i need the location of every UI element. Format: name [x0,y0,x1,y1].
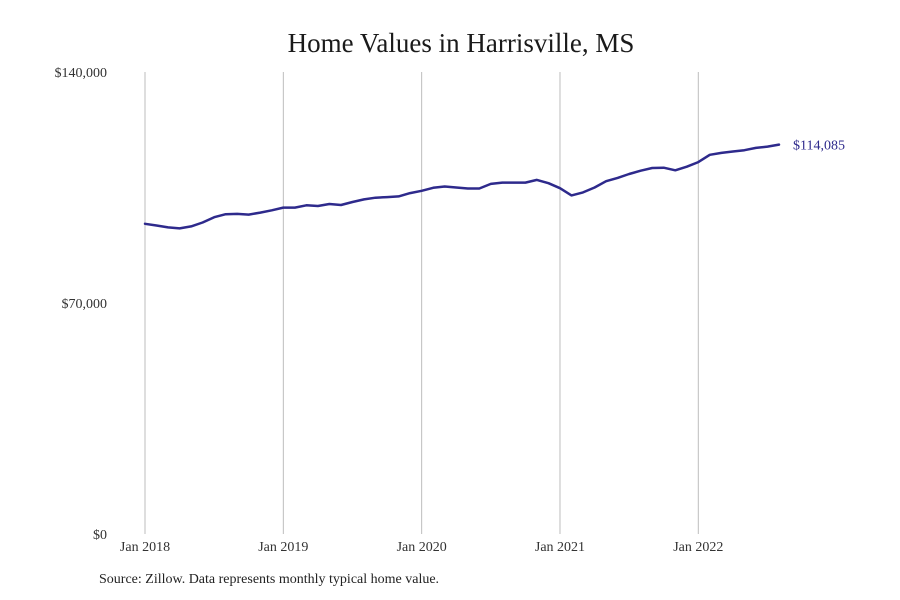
data-point [570,194,573,197]
source-note: Source: Zillow. Data represents monthly … [99,572,440,587]
chart-title: Home Values in Harrisville, MS [288,28,635,58]
data-point [167,226,169,229]
data-point [178,227,181,230]
data-point [478,187,480,190]
data-point [490,183,492,185]
data-point [755,147,757,149]
data-point [674,169,676,171]
series-line [143,143,781,230]
x-axis-ticks: Jan 2018 Jan 2019 Jan 2020 Jan 2021 Jan 2022 [120,540,723,555]
data-point [259,211,261,214]
data-point [524,181,527,184]
y-tick-label: $0 [93,528,107,543]
data-point [340,204,342,206]
data-point [305,204,307,206]
data-point [743,149,746,151]
data-point [271,209,273,211]
data-point [766,145,769,148]
x-tick-label: Jan 2019 [258,540,308,555]
x-tick-label: Jan 2021 [535,540,585,555]
data-point [536,179,538,181]
data-point [386,196,388,198]
data-point [351,201,354,203]
data-point [605,180,607,182]
data-point [432,187,434,189]
data-point [628,173,630,175]
data-point [236,213,238,215]
x-tick-label: Jan 2020 [397,540,447,555]
data-point [444,185,446,188]
series-group: $114,085 [143,139,845,230]
gridlines [144,72,699,534]
data-point [467,187,469,190]
data-point [582,191,584,194]
data-point [513,181,515,184]
data-point [190,225,192,228]
data-point [317,205,319,207]
last-value-label: $114,085 [793,139,845,154]
data-point [720,152,722,154]
y-tick-label: $140,000 [55,66,108,81]
x-tick-label: Jan 2018 [120,540,170,555]
data-point [686,166,688,168]
data-point [155,224,158,227]
data-point [640,170,642,172]
data-point [593,186,596,189]
data-point [248,213,250,216]
data-point [547,182,550,184]
x-tick-label: Jan 2022 [673,540,723,555]
data-point [455,186,457,189]
data-point [213,216,215,218]
data-point [559,187,561,189]
y-axis-ticks: $0 $70,000 $140,000 [55,66,108,543]
data-point [778,144,780,146]
data-point [697,161,699,163]
data-point [398,195,400,198]
data-point [282,207,284,209]
data-point [202,221,204,224]
data-point [421,190,423,192]
data-point [374,197,377,199]
data-point [225,213,227,215]
data-point [709,154,711,156]
data-point [294,207,296,209]
data-point [663,167,665,169]
data-point [732,150,734,153]
data-point [144,223,146,225]
y-tick-label: $70,000 [62,297,108,312]
data-point [651,167,653,169]
data-point [617,177,619,179]
data-point [501,181,503,184]
data-point [363,198,365,200]
data-point [328,203,331,205]
data-point [409,192,411,194]
